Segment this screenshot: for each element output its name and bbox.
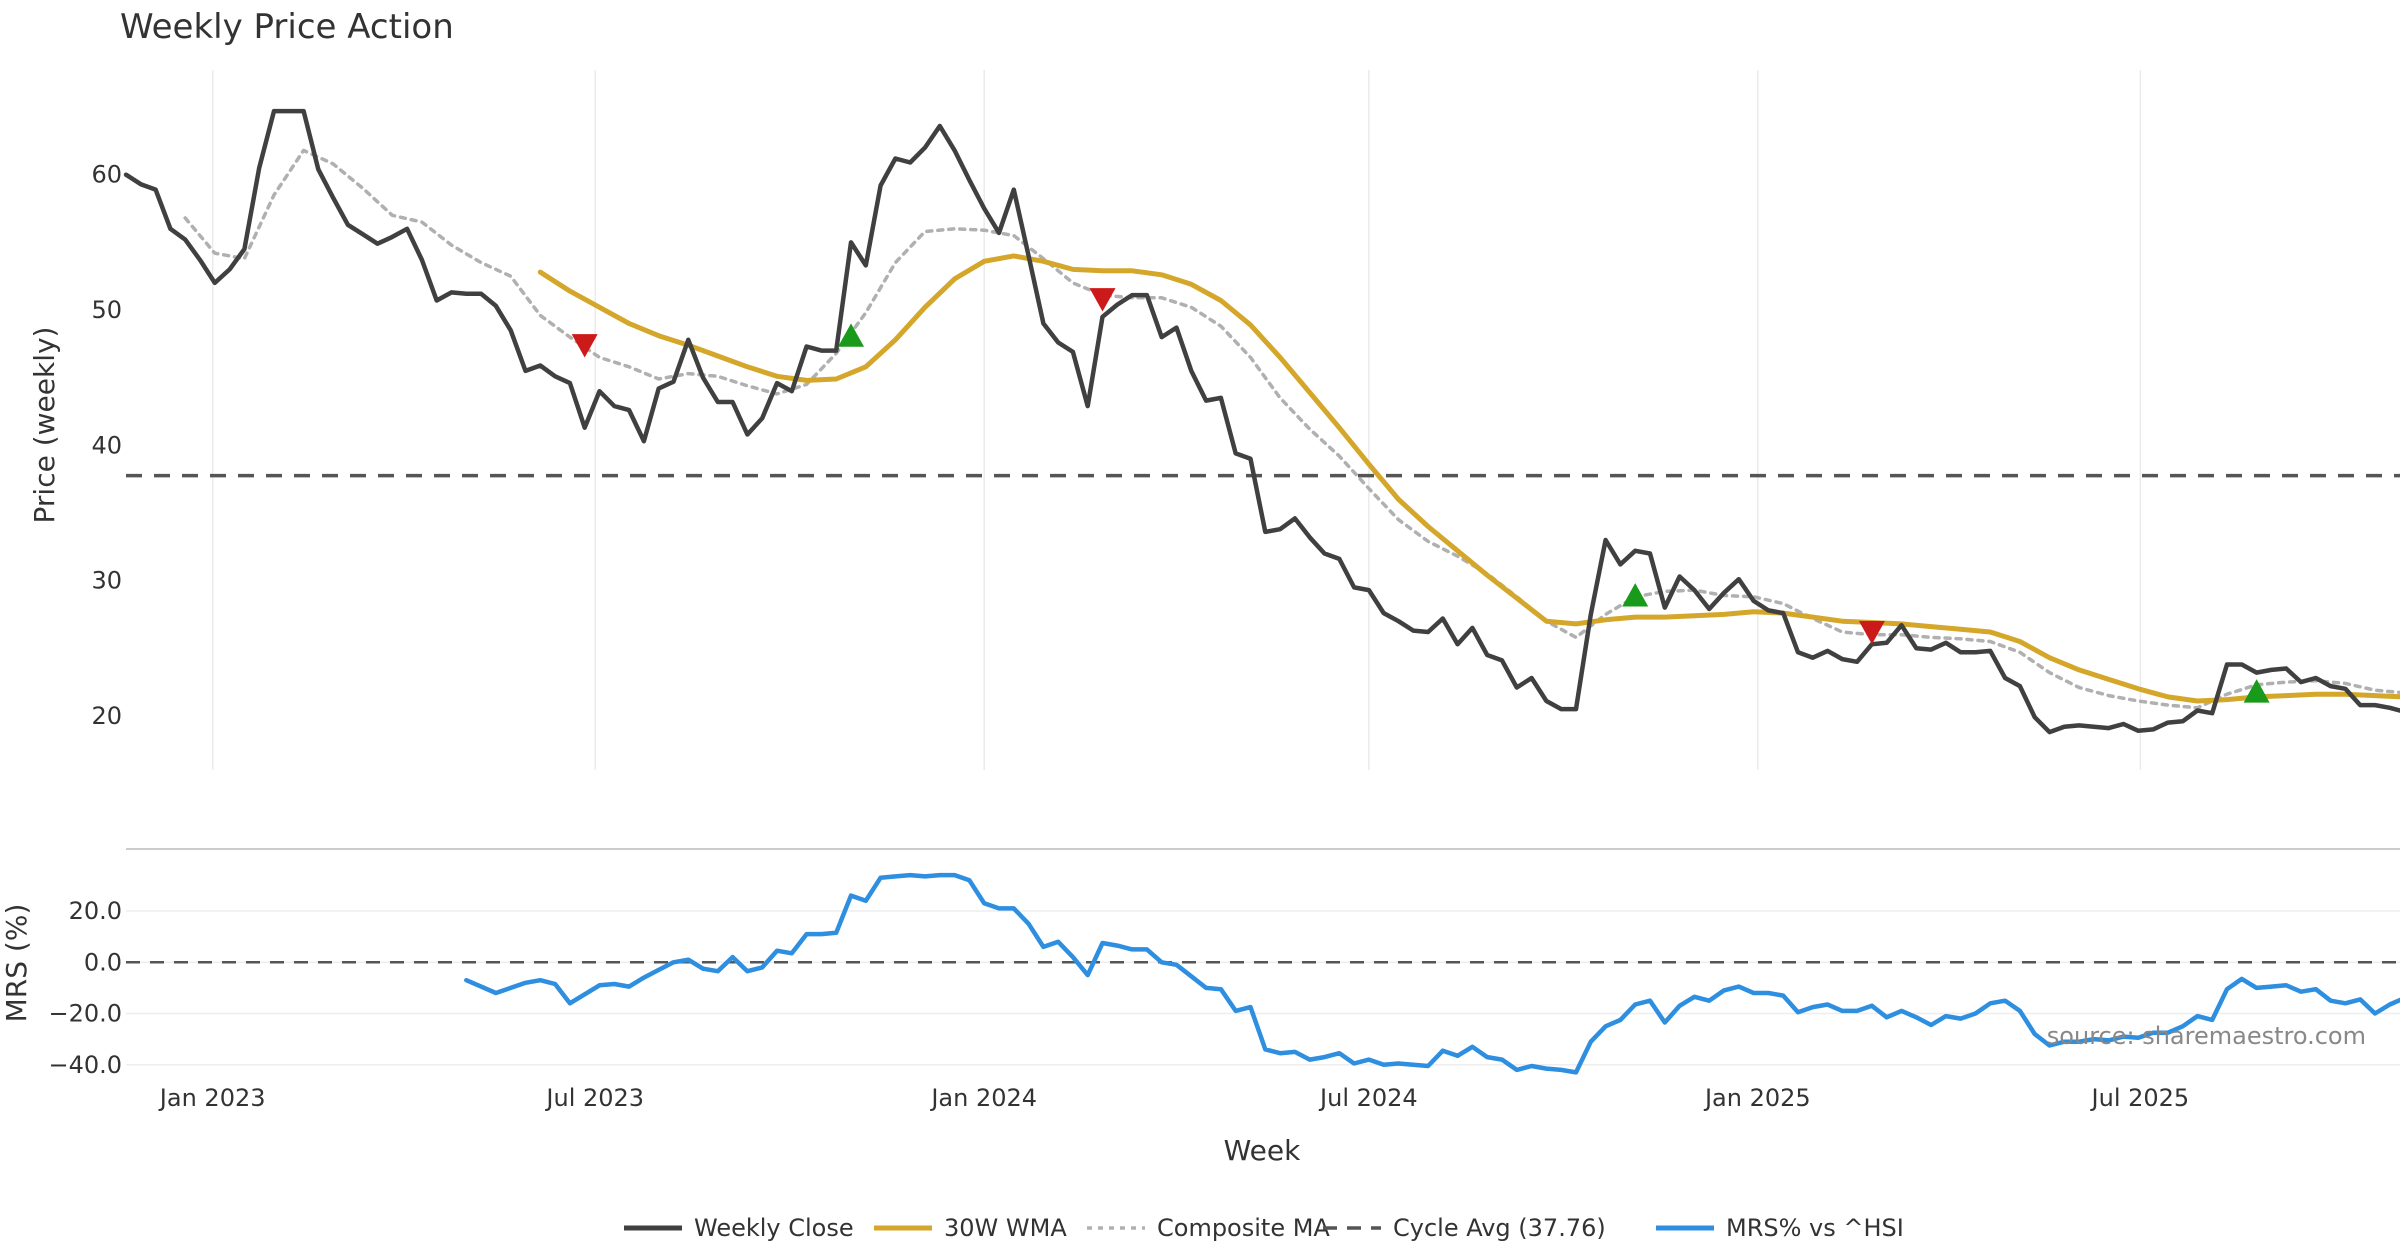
price-y-tick-label: 40 [91, 431, 122, 459]
x-tick-label: Jan 2023 [158, 1084, 266, 1112]
weekly-close-line [123, 108, 2400, 735]
mrs-y-axis-title: MRS (%) [0, 904, 33, 1023]
legend-label: Cycle Avg (37.76) [1393, 1214, 1606, 1242]
x-tick-label: Jan 2024 [929, 1084, 1037, 1112]
chart-title: Weekly Price Action [120, 7, 454, 47]
x-tick-label: Jul 2023 [544, 1084, 644, 1112]
buy-signal-marker [838, 323, 865, 347]
buy-signal-marker [2243, 679, 2270, 703]
x-tick-labels: Jan 2023 Jul 2023 Jan 2024 Jul 2024 Jan 2025… [158, 1084, 2189, 1112]
price-y-tick-label: 30 [91, 567, 122, 595]
price-y-tick-label: 60 [91, 161, 122, 189]
mrs-y-tick-labels: 20.0 0.0 −20.0 −40.0 [48, 897, 122, 1079]
signal-markers [571, 288, 2270, 703]
chart-legend: Weekly Close 30W WMA Composite MA Cycle Avg… [624, 1214, 1904, 1242]
price-y-tick-labels: 20 30 40 50 60 [91, 161, 122, 730]
price-y-tick-label: 20 [91, 702, 122, 730]
x-tick-label: Jul 2024 [1318, 1084, 1418, 1112]
x-axis-title: Week [1224, 1134, 1301, 1167]
sell-signal-marker [1089, 288, 1116, 312]
price-series-group [123, 108, 2400, 735]
price-panel-grid [211, 70, 2142, 770]
wma-30w-line [537, 253, 2400, 704]
mrs-series-group [126, 872, 2400, 1075]
mrs-y-tick-label: 0.0 [84, 948, 122, 976]
sell-signal-marker [571, 334, 598, 358]
legend-label: 30W WMA [944, 1214, 1067, 1242]
sell-signal-marker [1858, 620, 1885, 645]
x-tick-label: Jul 2025 [2090, 1084, 2190, 1112]
legend-label: Weekly Close [694, 1214, 854, 1242]
mrs-line [464, 872, 2400, 1075]
x-tick-label: Jan 2025 [1703, 1084, 1811, 1112]
source-label: source: sharemaestro.com [2047, 1022, 2366, 1050]
composite-ma-line [183, 148, 2400, 710]
buy-signal-marker [1622, 583, 1649, 607]
mrs-y-tick-label: −40.0 [48, 1051, 122, 1079]
price-y-axis-title: Price (weekly) [28, 327, 61, 524]
mrs-y-tick-label: −20.0 [48, 1000, 122, 1028]
legend-label: MRS% vs ^HSI [1726, 1214, 1904, 1242]
mrs-y-tick-label: 20.0 [69, 897, 122, 925]
price-y-tick-label: 50 [91, 296, 122, 324]
legend-label: Composite MA [1157, 1214, 1330, 1242]
